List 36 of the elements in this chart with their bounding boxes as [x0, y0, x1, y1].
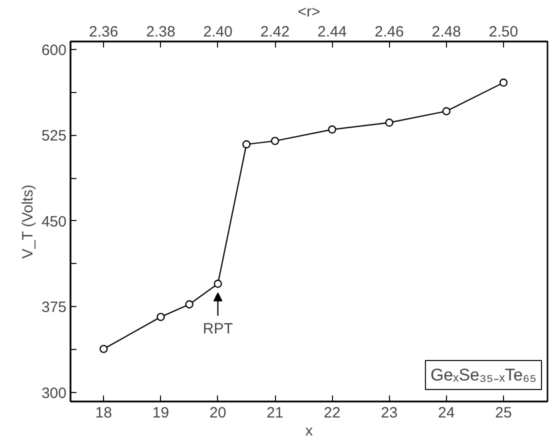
- x2-tick-label: 2.36: [89, 24, 118, 40]
- x2-tick-label: 2.46: [374, 24, 404, 40]
- annotation: GeₓSe₃₅₋ₓTe₆₅: [430, 366, 537, 384]
- x-tick-label: 20: [210, 404, 226, 422]
- x-tick-label: 19: [152, 404, 170, 422]
- x-tick-label: 23: [380, 404, 398, 422]
- x2-tick-label: 2.48: [432, 24, 461, 40]
- x-tick-label: 18: [95, 404, 112, 422]
- annotation: RPT: [202, 320, 233, 338]
- x-tick-label: 22: [324, 404, 340, 422]
- point: [214, 280, 222, 288]
- x2-tick-label: 2.44: [318, 24, 347, 40]
- x2-tick-label: 2.50: [488, 24, 518, 40]
- y-tick-label: 600: [41, 42, 67, 59]
- x2-tick-label: 2.42: [260, 24, 290, 40]
- point: [442, 107, 450, 116]
- x2-tick-label: 2.40: [203, 24, 232, 40]
- point: [328, 125, 336, 134]
- x-axis-title: x: [305, 422, 314, 440]
- x2-axis-title: <r>: [298, 4, 320, 20]
- point: [242, 140, 251, 148]
- y-axis-title: V_T (Volts): [19, 184, 36, 259]
- y-tick-label: 375: [41, 299, 67, 316]
- point: [499, 78, 508, 87]
- point: [100, 344, 108, 354]
- x-tick-label: 21: [266, 404, 284, 422]
- y-tick-label: 450: [41, 213, 67, 230]
- y-tick-label: 525: [41, 128, 67, 145]
- x-tick-label: 24: [438, 404, 455, 422]
- y-tick-label: 300: [41, 384, 67, 402]
- x2-tick-label: 2.38: [146, 24, 176, 40]
- point: [385, 118, 394, 127]
- point: [156, 312, 165, 322]
- x-tick-label: 25: [495, 404, 512, 422]
- point: [185, 300, 194, 308]
- point: [270, 136, 280, 146]
